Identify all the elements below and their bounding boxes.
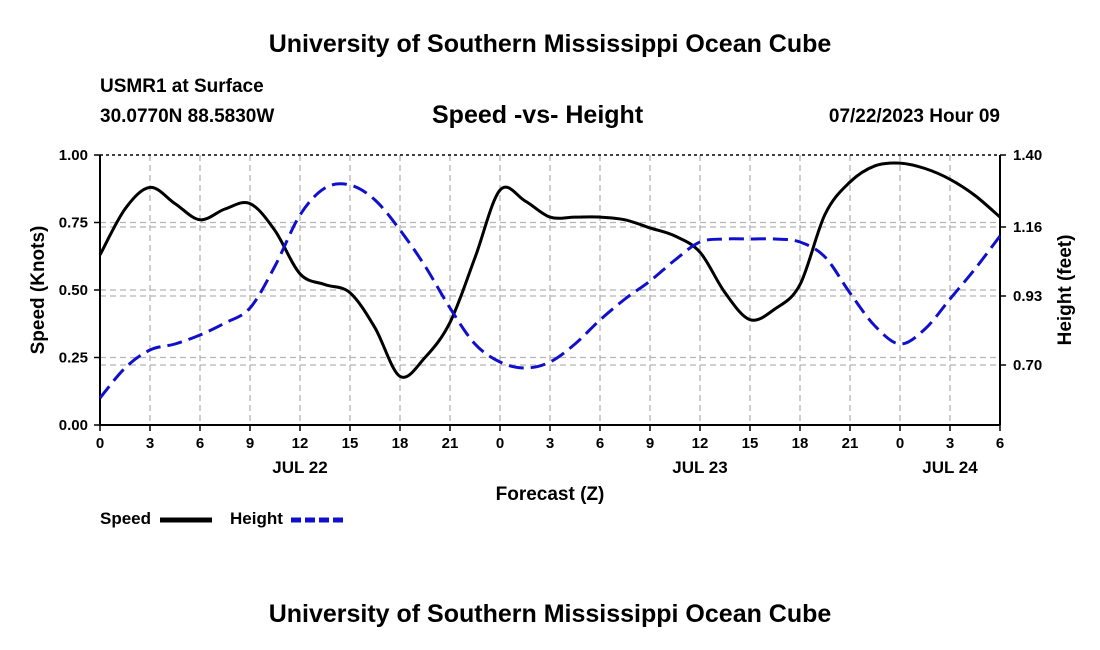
y2-tick-label: 0.70 [1013,357,1042,374]
height-series-line [98,182,1002,399]
y-tick-label: 0.75 [59,215,88,232]
station-coords: 30.0770N 88.5830W [100,106,275,127]
legend-height-swatch [291,517,343,523]
x-tick-label: 3 [546,435,554,452]
x-date-label: JUL 23 [672,458,727,477]
x-tick-label: 3 [946,435,954,452]
x-tick-label: 12 [292,435,309,452]
x-tick-label: 9 [646,435,654,452]
y-tick-label: 0.50 [59,282,88,299]
x-tick-label: 3 [146,435,154,452]
y-tick-label: 0.00 [59,417,88,434]
x-tick-label: 21 [842,435,859,452]
y-tick-label: 1.00 [59,147,88,164]
x-tick-label: 6 [196,435,204,452]
x-tick-label: 18 [792,435,809,452]
y-tick-label: 0.25 [59,350,88,367]
x-tick-label: 9 [246,435,254,452]
legend-height-label: Height [230,509,283,528]
y-axis-label: Speed (Knots) [28,226,49,355]
x-tick-label: 18 [392,435,409,452]
forecast-datetime: 07/22/2023 Hour 09 [828,106,1000,127]
x-tick-label: 21 [442,435,459,452]
x-axis-label: Forecast (Z) [496,484,605,505]
y2-axis-label: Height (feet) [1055,235,1076,346]
x-date-label: JUL 24 [922,458,978,477]
y2-tick-label: 1.40 [1013,147,1042,164]
legend-speed-label: Speed [100,509,152,528]
chart-title: Speed -vs- Height [432,101,644,129]
x-tick-label: 6 [596,435,604,452]
x-tick-label: 0 [896,435,904,452]
x-tick-label: 0 [496,435,504,452]
legend-speed-swatch [160,517,212,523]
speed-series-line [98,161,1001,379]
x-tick-label: 15 [342,435,359,452]
x-date-label: JUL 22 [272,458,327,477]
x-tick-label: 12 [692,435,709,452]
y2-tick-label: 1.16 [1013,219,1042,236]
x-tick-label: 6 [996,435,1004,452]
x-tick-label: 15 [742,435,759,452]
footer-title: University of Southern Mississippi Ocean… [268,600,832,628]
y2-tick-label: 0.93 [1013,288,1042,305]
page-title: University of Southern Mississippi Ocean… [268,30,832,58]
station-name: USMR1 at Surface [100,76,264,97]
x-tick-label: 0 [96,435,104,452]
